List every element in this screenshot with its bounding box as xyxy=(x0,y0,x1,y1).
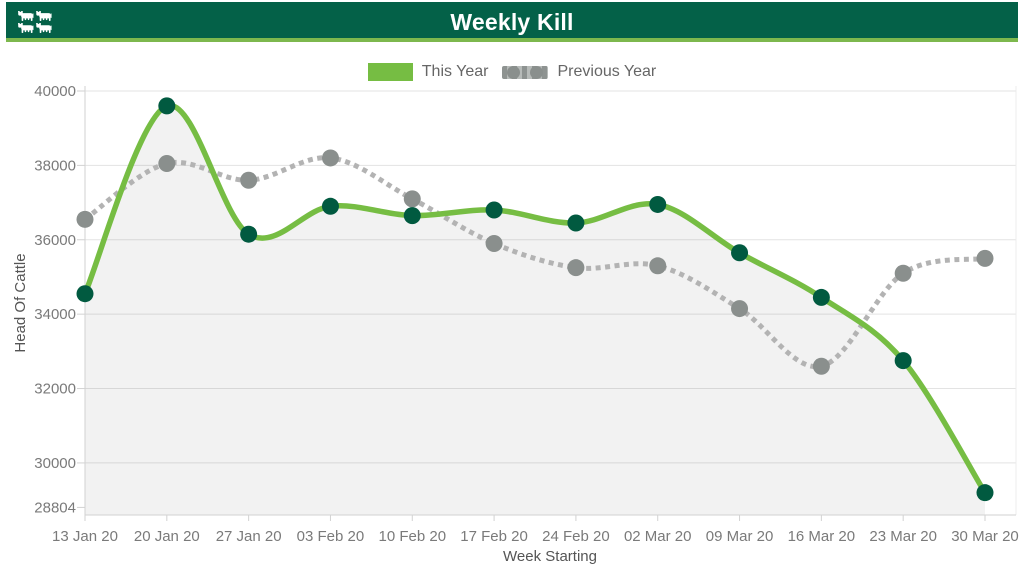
y-tick-label: 30000 xyxy=(34,455,76,472)
previous-year-line xyxy=(83,155,986,370)
previous-year-point[interactable] xyxy=(894,264,912,282)
page-title: Weekly Kill xyxy=(450,9,574,35)
y-tick-label: 40000 xyxy=(34,86,76,100)
this-year-swatch xyxy=(367,63,413,81)
y-tick-label: 34000 xyxy=(34,306,76,323)
previous-year-point[interactable] xyxy=(567,259,585,277)
legend-label-previous-year: Previous Year xyxy=(557,63,657,80)
weekly-kill-chart[interactable]: 40000 38000 36000 34000 32000 30000 28804 13 Ja… xyxy=(0,86,1024,569)
this-year-point[interactable] xyxy=(76,285,94,303)
x-tick-label: 24 Feb 20 xyxy=(542,528,610,545)
previous-year-point[interactable] xyxy=(649,257,667,275)
previous-year-point[interactable] xyxy=(485,234,503,252)
x-tick-label: 10 Feb 20 xyxy=(378,528,446,545)
this-year-point[interactable] xyxy=(321,197,339,215)
legend-item-previous-year[interactable]: Previous Year xyxy=(502,63,656,81)
x-tick-label: 30 Mar 20 xyxy=(951,528,1019,545)
previous-year-point[interactable] xyxy=(812,357,830,375)
y-axis-title: Head Of Cattle xyxy=(12,253,29,352)
previous-year-point[interactable] xyxy=(158,155,176,173)
this-year-point[interactable] xyxy=(812,288,830,306)
this-year-point[interactable] xyxy=(485,201,503,219)
previous-year-point[interactable] xyxy=(240,171,258,189)
this-year-point[interactable] xyxy=(731,244,749,262)
x-tick-label: 03 Feb 20 xyxy=(297,528,365,545)
this-year-point[interactable] xyxy=(240,225,258,243)
y-tick-label: 32000 xyxy=(34,381,76,398)
x-tick-label: 20 Jan 20 xyxy=(134,528,200,545)
x-axis-title: Week Starting xyxy=(503,548,597,565)
this-year-point[interactable] xyxy=(649,195,667,213)
previous-year-point[interactable] xyxy=(76,210,94,228)
previous-year-point[interactable] xyxy=(321,149,339,167)
x-tick-label: 17 Feb 20 xyxy=(460,528,528,545)
legend-item-this-year[interactable]: This Year xyxy=(367,63,489,81)
x-tick-label: 02 Mar 20 xyxy=(624,528,692,545)
previous-year-point[interactable] xyxy=(403,190,421,208)
this-year-point[interactable] xyxy=(567,214,585,232)
legend-dot-icon xyxy=(530,65,544,79)
this-year-area xyxy=(85,105,985,515)
x-tick-label: 09 Mar 20 xyxy=(706,528,774,545)
y-tick-label: 36000 xyxy=(34,232,76,249)
legend-label-this-year: This Year xyxy=(421,63,489,80)
this-year-point[interactable] xyxy=(976,484,994,502)
y-tick-label: 38000 xyxy=(34,157,76,174)
x-tick-label: 27 Jan 20 xyxy=(216,528,282,545)
x-tick-label: 16 Mar 20 xyxy=(788,528,856,545)
previous-year-swatch xyxy=(502,65,549,79)
app-header: Weekly Kill xyxy=(6,2,1018,42)
this-year-point[interactable] xyxy=(158,97,176,115)
x-tick-label: 13 Jan 20 xyxy=(52,528,118,545)
this-year-point[interactable] xyxy=(894,352,912,370)
chart-legend: This Year Previous Year xyxy=(0,60,1024,84)
previous-year-point[interactable] xyxy=(731,300,749,318)
x-tick-label: 23 Mar 20 xyxy=(869,528,937,545)
this-year-point[interactable] xyxy=(403,207,421,225)
y-tick-label: 28804 xyxy=(34,499,76,516)
legend-dot-icon xyxy=(507,65,521,79)
this-year-line xyxy=(82,102,988,496)
previous-year-point[interactable] xyxy=(976,249,994,267)
